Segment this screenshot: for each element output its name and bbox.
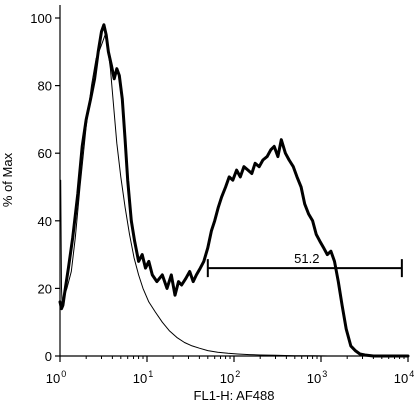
y-tick-label: 100 — [30, 11, 52, 26]
y-axis-title: % of Max — [0, 152, 15, 207]
y-tick-label: 20 — [38, 281, 52, 296]
y-tick-label: 80 — [38, 79, 52, 94]
y-tick-label: 40 — [38, 214, 52, 229]
histogram-series — [58, 23, 410, 358]
stained-sample-line — [58, 23, 410, 358]
control-sample-line — [59, 34, 409, 357]
y-tick-label: 60 — [38, 146, 52, 161]
x-axis-title: FL1-H: AF488 — [194, 388, 275, 403]
y-axis-ticks: 0 20 40 60 80 100 — [30, 11, 60, 364]
gate-percentage-label: 51.2 — [294, 251, 319, 266]
gate-marker: 51.2 — [206, 251, 403, 278]
y-tick-label: 0 — [45, 349, 52, 364]
